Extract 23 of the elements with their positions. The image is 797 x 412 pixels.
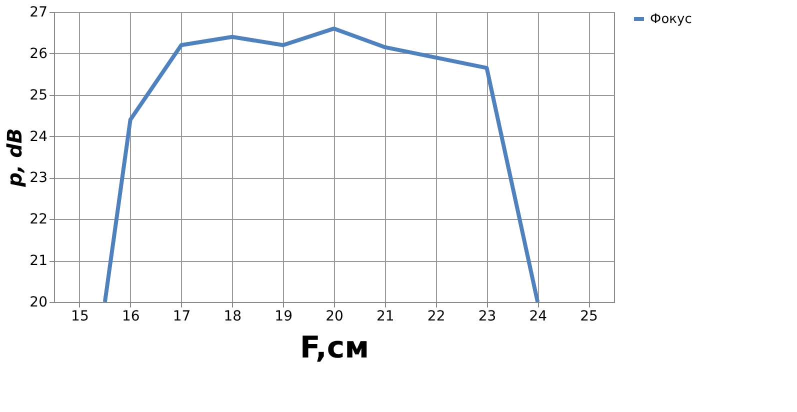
x-tick-label: 24 xyxy=(529,308,548,324)
y-tick-label: 21 xyxy=(30,253,48,270)
x-tick-label: 18 xyxy=(224,308,242,324)
y-tick-label: 22 xyxy=(30,212,48,228)
x-axis-title: F,см xyxy=(300,330,370,366)
y-tick-label: 23 xyxy=(30,170,48,186)
legend-label: Фокус xyxy=(650,12,692,27)
x-tick-label: 25 xyxy=(580,308,598,324)
y-axis-title: p, dB xyxy=(2,128,27,188)
x-tick-label: 16 xyxy=(122,308,140,324)
x-tick-label: 22 xyxy=(427,308,446,324)
x-tick-label: 15 xyxy=(71,308,89,324)
line-series xyxy=(102,26,540,304)
y-tick-label: 20 xyxy=(30,294,48,310)
y-tick-label: 26 xyxy=(30,46,48,62)
x-tick-label: 21 xyxy=(376,308,394,324)
x-tick-label: 20 xyxy=(326,308,344,324)
y-tick-label: 24 xyxy=(30,128,48,145)
y-tick-label: 25 xyxy=(30,87,48,104)
x-tick-label: 17 xyxy=(172,308,191,324)
x-tick-label: 19 xyxy=(274,308,293,324)
y-tick-label: 27 xyxy=(30,4,48,20)
x-tick-label: 23 xyxy=(478,308,496,324)
